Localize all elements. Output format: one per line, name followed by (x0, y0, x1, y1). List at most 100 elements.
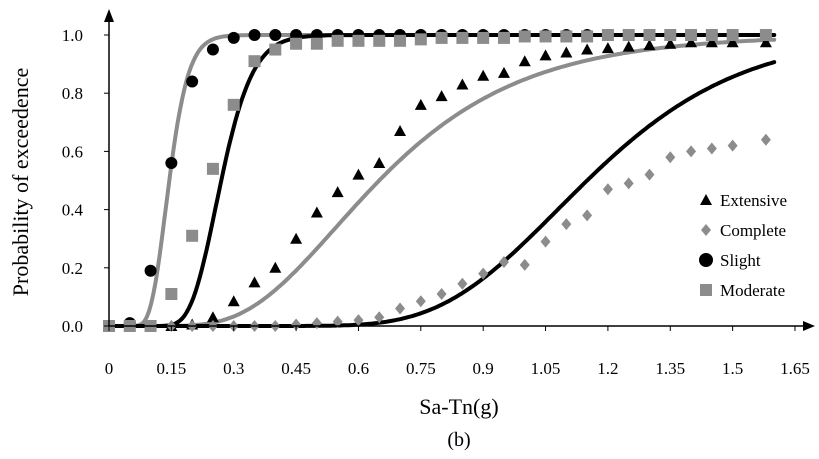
y-tick-label: 0.6 (62, 142, 83, 161)
data-point-complete (665, 151, 676, 164)
data-point-complete (582, 209, 593, 222)
data-point-extensive (435, 90, 448, 102)
x-tick-label: 0 (105, 359, 114, 378)
fit-curve-complete (107, 60, 777, 328)
data-point-moderate (394, 34, 407, 47)
x-tick-label: 1.5 (722, 359, 743, 378)
x-tick-label: 1.35 (655, 359, 685, 378)
data-point-moderate (165, 287, 178, 300)
y-axis-arrow-icon (104, 9, 114, 22)
data-point-moderate (414, 33, 427, 46)
data-point-moderate (435, 31, 448, 44)
data-point-extensive (477, 69, 490, 81)
x-tick-label: 1.05 (531, 359, 561, 378)
data-point-slight (248, 29, 261, 41)
data-point-moderate (290, 37, 303, 50)
data-point-extensive (622, 40, 635, 52)
data-point-extensive (269, 261, 282, 273)
data-point-extensive (414, 98, 427, 110)
data-point-complete (561, 218, 572, 231)
y-axis-title: Probability of exceedence (8, 68, 33, 296)
data-point-moderate (352, 34, 365, 47)
data-point-complete (644, 168, 655, 181)
data-point-extensive (456, 78, 469, 90)
data-point-complete (498, 255, 509, 268)
data-point-moderate (643, 29, 656, 41)
legend-label-slight: Slight (720, 251, 761, 270)
data-point-extensive (227, 295, 240, 307)
legend-label-extensive: Extensive (720, 191, 787, 210)
x-axis-arrow-icon (803, 321, 815, 331)
data-point-slight (227, 31, 240, 44)
y-tick-label: 1.0 (62, 26, 83, 45)
x-tick-label: 0.15 (156, 359, 186, 378)
data-point-moderate (310, 37, 323, 50)
x-tick-label: 0.45 (281, 359, 311, 378)
data-point-slight (165, 157, 178, 170)
y-tick-label: 0.2 (62, 259, 83, 278)
data-point-extensive (726, 36, 739, 48)
data-point-moderate (269, 43, 282, 56)
data-point-moderate (248, 55, 261, 68)
data-point-moderate (373, 34, 386, 47)
data-point-complete (353, 314, 364, 327)
data-point-extensive (560, 46, 573, 58)
data-point-complete (602, 183, 613, 196)
x-tick-label: 0.75 (406, 359, 436, 378)
data-point-extensive (206, 311, 219, 323)
axes (104, 9, 815, 331)
data-point-extensive (705, 36, 718, 48)
data-point-complete (519, 258, 530, 271)
fit-curve-slight (107, 33, 777, 328)
data-point-extensive (497, 66, 510, 78)
data-point-extensive (248, 276, 261, 288)
data-point-extensive (539, 49, 552, 61)
data-point-moderate (186, 229, 199, 242)
data-point-moderate (622, 29, 635, 41)
data-point-slight (186, 75, 199, 88)
data-point-moderate (331, 34, 344, 47)
fit-curve-moderate (107, 33, 777, 328)
data-point-complete (457, 277, 468, 290)
data-point-complete (332, 315, 343, 328)
data-point-extensive (664, 37, 677, 49)
x-tick-label: 0.9 (473, 359, 494, 378)
data-point-moderate (759, 29, 772, 41)
data-point-moderate (726, 29, 739, 41)
legend-marker-complete (701, 224, 711, 236)
data-point-complete (395, 302, 406, 315)
data-point-moderate (539, 30, 552, 43)
data-point-moderate (518, 30, 531, 43)
data-point-extensive (581, 43, 594, 55)
data-markers (103, 29, 772, 332)
data-point-complete (478, 267, 489, 280)
data-point-extensive (310, 206, 323, 218)
data-point-extensive (518, 55, 531, 67)
x-tick-label: 0.6 (348, 359, 369, 378)
x-tick-label: 1.65 (780, 359, 810, 378)
data-point-complete (540, 235, 551, 248)
fit-curves (107, 33, 777, 328)
data-point-moderate (560, 30, 573, 43)
data-point-extensive (290, 232, 303, 244)
data-point-slight (206, 43, 219, 56)
legend-label-complete: Complete (720, 221, 786, 240)
data-point-extensive (352, 168, 365, 180)
legend-marker-extensive (700, 194, 712, 205)
data-point-complete (686, 145, 697, 158)
legend-marker-moderate (700, 284, 712, 296)
data-point-moderate (581, 30, 594, 43)
data-point-moderate (601, 29, 614, 41)
x-tick-label: 0.3 (223, 359, 244, 378)
data-point-moderate (497, 31, 510, 44)
data-point-complete (436, 287, 447, 300)
data-point-complete (374, 311, 385, 324)
data-point-complete (291, 318, 302, 331)
data-point-moderate (206, 162, 219, 175)
figure-caption: (b) (447, 429, 470, 451)
data-point-complete (727, 139, 738, 152)
data-point-extensive (643, 39, 656, 51)
data-point-complete (415, 295, 426, 308)
data-point-complete (706, 142, 717, 155)
